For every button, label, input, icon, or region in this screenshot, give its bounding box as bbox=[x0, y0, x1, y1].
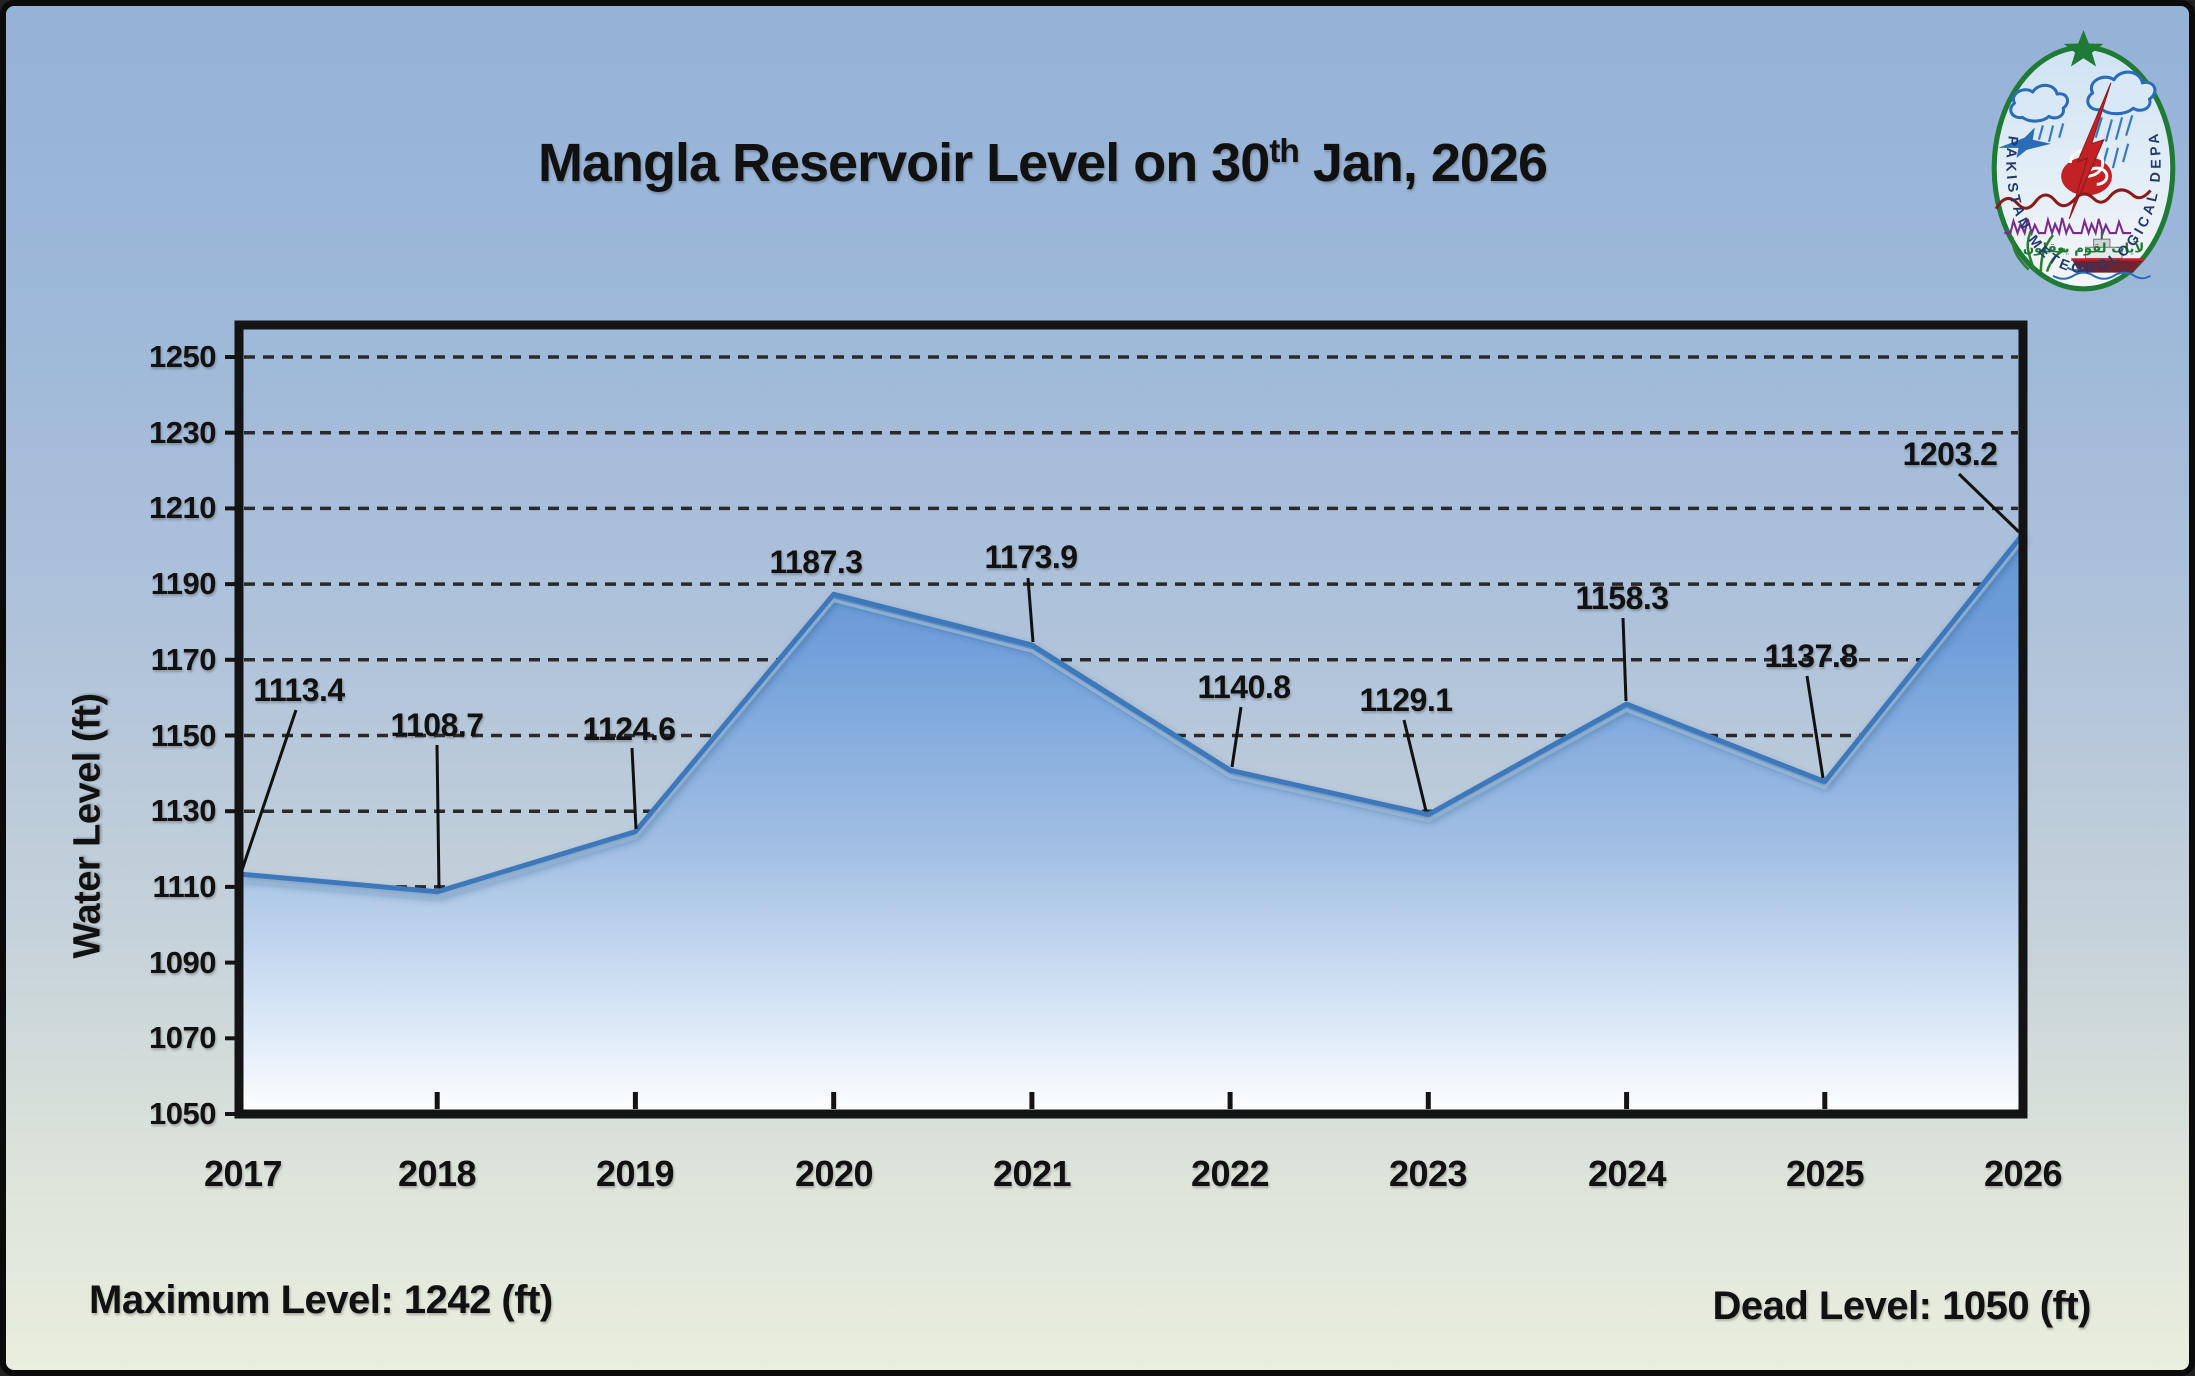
x-tick-label: 2024 bbox=[1587, 1153, 1667, 1194]
x-tick-label: 2018 bbox=[397, 1153, 477, 1194]
dead-level-annotation: Dead Level: 1050 (ft) bbox=[1712, 1284, 2091, 1328]
logo-seismogram-icon bbox=[2004, 215, 2132, 237]
chart-title-suffix: Jan, 2026 bbox=[1298, 133, 1548, 193]
data-label-2023: 1129.1 bbox=[1359, 682, 1453, 718]
leader-line-2025 bbox=[1805, 675, 1825, 779]
logo-arabic-motto: لآيات لقوم يعقلون bbox=[2023, 240, 2144, 256]
leader-line-2018 bbox=[435, 744, 441, 889]
x-tick-label: 2026 bbox=[1983, 1153, 2063, 1194]
logo-lightning-icon bbox=[2068, 82, 2112, 220]
y-tick-label: 1190 bbox=[150, 566, 217, 601]
data-label-2025: 1137.8 bbox=[1764, 638, 1858, 674]
plot-frame bbox=[234, 320, 2028, 1119]
data-label-2018: 1108.7 bbox=[390, 707, 484, 743]
x-tick-label: 2019 bbox=[595, 1153, 675, 1194]
x-axis-ticks bbox=[236, 1092, 2026, 1109]
logo-rain-icon bbox=[2037, 115, 2134, 169]
y-tick-label: 1050 bbox=[149, 1096, 216, 1131]
y-tick-label: 1210 bbox=[149, 490, 216, 525]
leader-line-2019 bbox=[630, 747, 638, 830]
data-label-2024: 1158.3 bbox=[1575, 580, 1669, 616]
y-tick-label: 1130 bbox=[150, 793, 217, 828]
logo-airplane-icon bbox=[1998, 127, 2052, 158]
data-label-2020: 1187.3 bbox=[769, 544, 863, 580]
logo-ship-icon bbox=[2071, 231, 2145, 273]
x-tick-label: 2023 bbox=[1388, 1153, 1468, 1194]
y-tick-label: 1150 bbox=[150, 718, 217, 753]
data-label-2022: 1140.8 bbox=[1197, 669, 1291, 705]
data-label-2026: 1203.2 bbox=[1902, 436, 1998, 472]
chart-title: Mangla Reservoir Level on 30th Jan, 2026 bbox=[430, 132, 1655, 194]
logo-grass-icon bbox=[2011, 230, 2066, 273]
leader-line-2017 bbox=[240, 709, 298, 871]
leader-line-2023 bbox=[1402, 719, 1428, 812]
y-axis-ticks bbox=[225, 355, 239, 1116]
area-edge-line bbox=[238, 532, 2025, 895]
x-tick-label: 2020 bbox=[794, 1153, 874, 1194]
y-tick-label: 1230 bbox=[149, 415, 216, 450]
reservoir-area-chart bbox=[225, 320, 2028, 1119]
data-label-2021: 1173.9 bbox=[984, 539, 1078, 575]
y-tick-label: 1090 bbox=[149, 945, 216, 980]
leader-line-2026 bbox=[1957, 472, 2021, 534]
leader-line-2021 bbox=[1026, 577, 1035, 643]
x-tick-label: 2021 bbox=[992, 1153, 1072, 1194]
logo-star-icon bbox=[2063, 30, 2104, 67]
leader-line-2022 bbox=[1230, 706, 1243, 768]
chart-title-text: Mangla Reservoir Level on 30 bbox=[537, 133, 1270, 193]
x-tick-label: 2017 bbox=[203, 1153, 283, 1194]
x-tick-label: 2022 bbox=[1190, 1153, 1270, 1194]
logo-isobar-wave-icon bbox=[1994, 188, 2152, 210]
water-level-area-series bbox=[239, 534, 2023, 1114]
y-tick-label: 1110 bbox=[152, 869, 216, 904]
x-tick-label: 2025 bbox=[1785, 1153, 1865, 1194]
maximum-level-annotation: Maximum Level: 1242 (ft) bbox=[89, 1278, 553, 1322]
y-tick-label: 1170 bbox=[150, 642, 217, 677]
y-tick-label: 1070 bbox=[149, 1020, 216, 1055]
y-tick-label: 1250 bbox=[149, 339, 216, 374]
chart-title-superscript: th bbox=[1269, 133, 1300, 170]
data-label-2019: 1124.6 bbox=[582, 711, 676, 747]
logo-water-icon bbox=[2052, 266, 2152, 280]
data-label-2017: 1113.4 bbox=[253, 672, 345, 708]
area-edge-highlight bbox=[238, 539, 2025, 900]
pakistan-meteorological-department-logo: لآيات لقوم يعقلون PAKISTAN METEOROLOGICA… bbox=[1981, 24, 2176, 292]
leader-line-2024 bbox=[1621, 617, 1628, 702]
leader-lines bbox=[240, 472, 2021, 889]
